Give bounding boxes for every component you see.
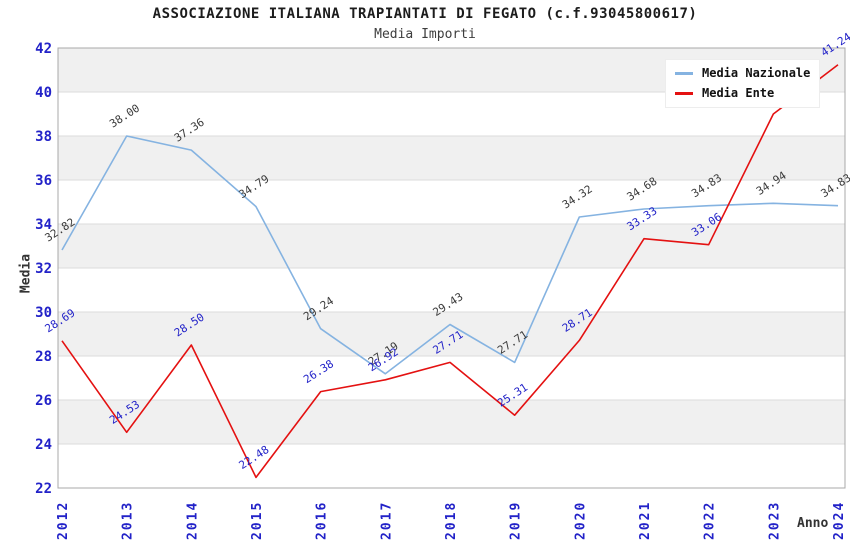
plot-frame [57, 47, 846, 489]
legend-swatch-ente-icon [675, 91, 693, 95]
y-tick-label: 26 [35, 393, 52, 409]
y-tick-label: 36 [35, 173, 52, 189]
chart-subtitle: Media Importi [374, 27, 476, 42]
y-tick-label: 32 [35, 261, 52, 277]
series-line-nazionale [61, 135, 839, 375]
legend: Media Nazionale Media Ente [665, 59, 821, 108]
x-tick-label: 2019 [509, 501, 524, 540]
point-label: 26.38 [301, 357, 336, 386]
y-tick-label: 40 [35, 85, 52, 101]
x-tick-label: 2012 [56, 501, 71, 540]
x-tick-label: 2020 [573, 501, 588, 540]
legend-label-ente: Media Ente [702, 86, 775, 100]
x-tick-label: 2022 [703, 501, 718, 540]
legend-item-media-ente: Media Ente [675, 86, 810, 100]
y-tick-label: 34 [35, 217, 52, 233]
x-tick-label: 2023 [767, 501, 782, 540]
legend-swatch-nazionale-icon [675, 71, 693, 75]
x-axis-title: Anno [797, 516, 829, 531]
x-tick-label: 2016 [315, 501, 330, 540]
x-tick-label: 2015 [250, 501, 265, 540]
y-tick-label: 24 [35, 437, 52, 453]
x-tick-label: 2014 [185, 501, 200, 540]
legend-label-nazionale: Media Nazionale [702, 66, 811, 80]
chart-title: ASSOCIAZIONE ITALIANA TRAPIANTATI DI FEG… [152, 6, 698, 22]
y-tick-label: 22 [35, 481, 52, 497]
y-axis-title: Media [18, 253, 34, 294]
x-tick-label: 2024 [832, 501, 847, 540]
x-tick-label: 2018 [444, 501, 459, 540]
point-label: 34.32 [560, 183, 595, 212]
x-tick-label: 2013 [121, 501, 136, 540]
legend-item-media-nazionale: Media Nazionale [675, 66, 810, 80]
series-line-ente [61, 64, 839, 479]
y-tick-label: 38 [35, 129, 52, 145]
x-tick-label: 2021 [638, 501, 653, 540]
x-tick-label: 2017 [379, 501, 394, 540]
y-tick-label: 30 [35, 305, 52, 321]
background-band [58, 400, 845, 444]
point-label: 38.00 [107, 102, 142, 131]
y-tick-label: 28 [35, 349, 52, 365]
background-band [58, 136, 845, 180]
y-tick-label: 42 [35, 41, 52, 57]
background-band [58, 224, 845, 268]
